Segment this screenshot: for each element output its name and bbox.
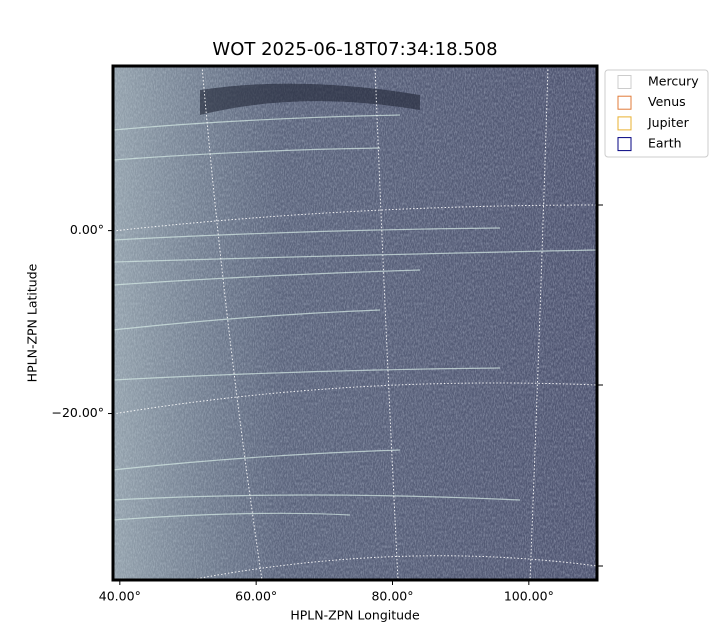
legend-marker: [617, 116, 632, 131]
legend-marker: [617, 137, 632, 152]
x-axis-label: HPLN-ZPN Longitude: [290, 608, 420, 623]
frame: [111, 64, 599, 582]
legend-marker: [617, 95, 632, 110]
legend-label: Mercury: [648, 74, 699, 89]
x-tick-label: 60.00°: [235, 589, 277, 604]
y-axis-label: HPLN-ZPN Latitude: [25, 263, 40, 382]
legend-label: Venus: [648, 94, 686, 109]
x-tick-label: 40.00°: [99, 589, 141, 604]
chart-title: WOT 2025-06-18T07:34:18.508: [212, 39, 497, 60]
legend-marker: [617, 75, 632, 89]
y-tick-label: 0.00°: [70, 222, 104, 237]
legend-label: Jupiter: [647, 115, 690, 130]
image: [113, 66, 597, 580]
legend-label: Earth: [648, 136, 682, 151]
right-ticks: [597, 204, 603, 567]
legend: [604, 69, 709, 158]
x-tick-label: 80.00°: [371, 589, 413, 604]
x-tick-label: 100.00°: [504, 589, 554, 604]
y-tick-label: −20.00°: [51, 405, 104, 420]
